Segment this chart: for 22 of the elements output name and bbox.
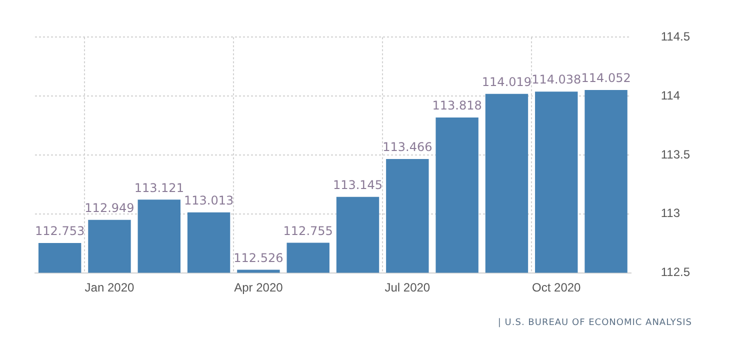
- data-label: 112.949: [84, 201, 134, 216]
- data-label: 112.755: [283, 224, 333, 238]
- data-label: 113.121: [134, 180, 184, 195]
- data-label: 112.753: [35, 224, 85, 238]
- x-tick-label: Jul 2020: [384, 280, 430, 294]
- y-tick-label: 112.5: [660, 265, 690, 280]
- data-label: 114.019: [482, 74, 532, 89]
- text: | U.S. BUREAU OF ECONOMIC ANALYSIS: [498, 318, 692, 328]
- data-label: 112.526: [234, 250, 284, 265]
- y-tick-label: 114.5: [660, 30, 690, 44]
- x-tick-label: Jan 2020: [84, 280, 134, 294]
- data-label: 114.052: [581, 71, 631, 86]
- y-tick-label: 114: [660, 88, 680, 102]
- x-tick-label: Oct 2020: [532, 280, 582, 294]
- data-label: 113.145: [332, 178, 383, 192]
- data-label: 114.038: [532, 72, 582, 87]
- data-label: 113.818: [432, 98, 482, 113]
- y-tick-label: 113.5: [660, 147, 690, 162]
- data-label: 113.466: [382, 140, 432, 154]
- x-tick-label: Apr 2020: [234, 280, 284, 294]
- y-tick-label: 113: [660, 206, 680, 220]
- data-label: 113.013: [184, 193, 234, 208]
